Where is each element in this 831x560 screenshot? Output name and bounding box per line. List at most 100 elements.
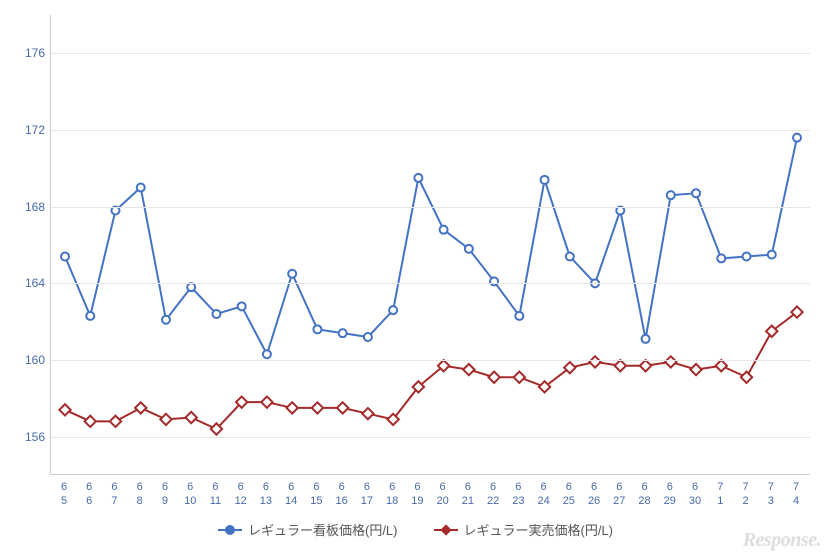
marker-actual — [589, 356, 600, 367]
marker-actual — [514, 372, 525, 383]
x-axis-label: 614 — [279, 480, 304, 509]
x-axis-label: 619 — [405, 480, 430, 509]
marker-actual — [287, 402, 298, 413]
marker-actual — [337, 402, 348, 413]
marker-signboard — [541, 176, 549, 184]
y-axis-label: 168 — [15, 200, 45, 214]
marker-actual — [312, 402, 323, 413]
marker-signboard — [313, 325, 321, 333]
x-axis-label: 617 — [354, 480, 379, 509]
marker-signboard — [187, 283, 195, 291]
x-axis-label: 618 — [380, 480, 405, 509]
legend-marker-icon — [434, 524, 458, 536]
x-axis-label: 610 — [178, 480, 203, 509]
marker-signboard — [162, 316, 170, 324]
marker-actual — [135, 402, 146, 413]
x-axis-label: 620 — [430, 480, 455, 509]
marker-actual — [261, 397, 272, 408]
legend: レギュラー看板価格(円/L) レギュラー実売価格(円/L) — [15, 520, 816, 539]
marker-signboard — [768, 251, 776, 259]
marker-signboard — [414, 174, 422, 182]
gridline — [51, 283, 810, 284]
chart-container: レギュラー看板価格(円/L)レギュラー実売価格(円/L) 15616016416… — [15, 15, 816, 545]
marker-actual — [463, 364, 474, 375]
gridline — [51, 437, 810, 438]
marker-signboard — [111, 207, 119, 215]
x-axis-label: 611 — [203, 480, 228, 509]
marker-actual — [362, 408, 373, 419]
x-axis-label: 65 — [52, 480, 77, 509]
marker-signboard — [743, 253, 751, 261]
marker-signboard — [465, 245, 473, 253]
marker-signboard — [137, 184, 145, 192]
x-axis-label: 74 — [784, 480, 809, 509]
plot-area — [50, 15, 810, 475]
x-axis-label: 628 — [632, 480, 657, 509]
marker-signboard — [61, 253, 69, 261]
gridline — [51, 53, 810, 54]
legend-item: レギュラー看板価格(円/L) — [218, 520, 398, 539]
marker-actual — [716, 360, 727, 371]
y-axis-label: 172 — [15, 123, 45, 137]
x-axis-label: 613 — [253, 480, 278, 509]
marker-signboard — [692, 189, 700, 197]
legend-label: レギュラー看板価格(円/L) — [248, 520, 398, 539]
x-axis-label: 626 — [582, 480, 607, 509]
marker-signboard — [515, 312, 523, 320]
x-axis-label: 627 — [607, 480, 632, 509]
marker-signboard — [339, 329, 347, 337]
marker-signboard — [642, 335, 650, 343]
x-axis-label: 68 — [127, 480, 152, 509]
marker-actual — [741, 372, 752, 383]
marker-actual — [690, 364, 701, 375]
marker-actual — [640, 360, 651, 371]
x-axis-label: 67 — [102, 480, 127, 509]
legend-marker-icon — [218, 524, 242, 536]
marker-actual — [59, 404, 70, 415]
x-axis-label: 72 — [733, 480, 758, 509]
marker-signboard — [717, 254, 725, 262]
marker-signboard — [616, 207, 624, 215]
marker-signboard — [667, 191, 675, 199]
x-axis-label: 612 — [228, 480, 253, 509]
x-axis-label: 73 — [758, 480, 783, 509]
marker-signboard — [238, 302, 246, 310]
marker-signboard — [389, 306, 397, 314]
marker-actual — [110, 416, 121, 427]
y-axis-label: 160 — [15, 353, 45, 367]
marker-actual — [85, 416, 96, 427]
marker-signboard — [440, 226, 448, 234]
x-axis-label: 629 — [657, 480, 682, 509]
x-axis-label: 621 — [455, 480, 480, 509]
marker-signboard — [212, 310, 220, 318]
gridline — [51, 130, 810, 131]
legend-item: レギュラー実売価格(円/L) — [434, 520, 614, 539]
series-line-actual — [65, 312, 797, 429]
chart-svg — [51, 15, 810, 474]
y-axis-label: 176 — [15, 46, 45, 60]
marker-signboard — [263, 350, 271, 358]
legend-label: レギュラー実売価格(円/L) — [464, 520, 614, 539]
x-axis-label: 615 — [304, 480, 329, 509]
x-axis-label: 69 — [152, 480, 177, 509]
x-axis-label: 624 — [531, 480, 556, 509]
marker-actual — [186, 412, 197, 423]
gridline — [51, 360, 810, 361]
x-axis-label: 71 — [708, 480, 733, 509]
x-axis-label: 66 — [77, 480, 102, 509]
y-axis-label: 156 — [15, 430, 45, 444]
marker-actual — [615, 360, 626, 371]
marker-signboard — [86, 312, 94, 320]
marker-signboard — [364, 333, 372, 341]
marker-actual — [665, 356, 676, 367]
gridline — [51, 207, 810, 208]
marker-actual — [488, 372, 499, 383]
series-line-signboard — [65, 138, 797, 355]
x-axis-label: 630 — [683, 480, 708, 509]
x-axis-label: 616 — [329, 480, 354, 509]
marker-actual — [160, 414, 171, 425]
marker-signboard — [566, 253, 574, 261]
x-axis-label: 625 — [556, 480, 581, 509]
marker-signboard — [793, 134, 801, 142]
x-axis-label: 623 — [506, 480, 531, 509]
